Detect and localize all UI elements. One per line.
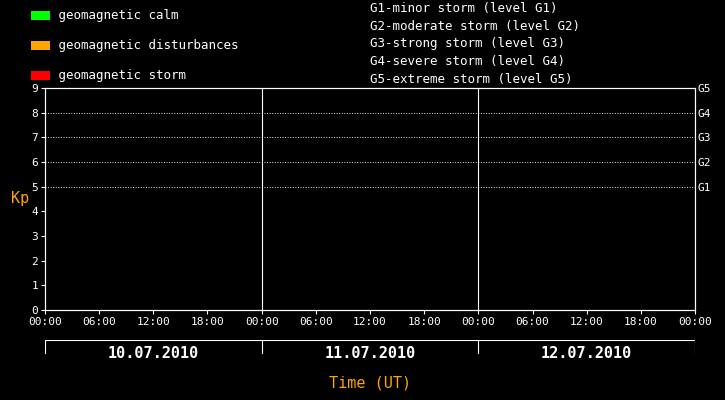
Text: 11.07.2010: 11.07.2010 — [324, 346, 415, 360]
Text: geomagnetic disturbances: geomagnetic disturbances — [51, 39, 239, 52]
Text: G3-strong storm (level G3): G3-strong storm (level G3) — [370, 38, 565, 50]
Bar — [31, 71, 49, 80]
Text: 10.07.2010: 10.07.2010 — [108, 346, 199, 360]
Text: G1-minor storm (level G1): G1-minor storm (level G1) — [370, 2, 557, 15]
Bar — [31, 12, 49, 20]
Text: 12.07.2010: 12.07.2010 — [541, 346, 632, 360]
Text: G2-moderate storm (level G2): G2-moderate storm (level G2) — [370, 20, 579, 33]
Y-axis label: Kp: Kp — [11, 192, 29, 206]
Text: G5-extreme storm (level G5): G5-extreme storm (level G5) — [370, 73, 572, 86]
Bar — [31, 41, 49, 50]
Text: geomagnetic calm: geomagnetic calm — [51, 9, 178, 22]
Text: Time (UT): Time (UT) — [329, 376, 411, 390]
Text: geomagnetic storm: geomagnetic storm — [51, 69, 186, 82]
Text: G4-severe storm (level G4): G4-severe storm (level G4) — [370, 55, 565, 68]
